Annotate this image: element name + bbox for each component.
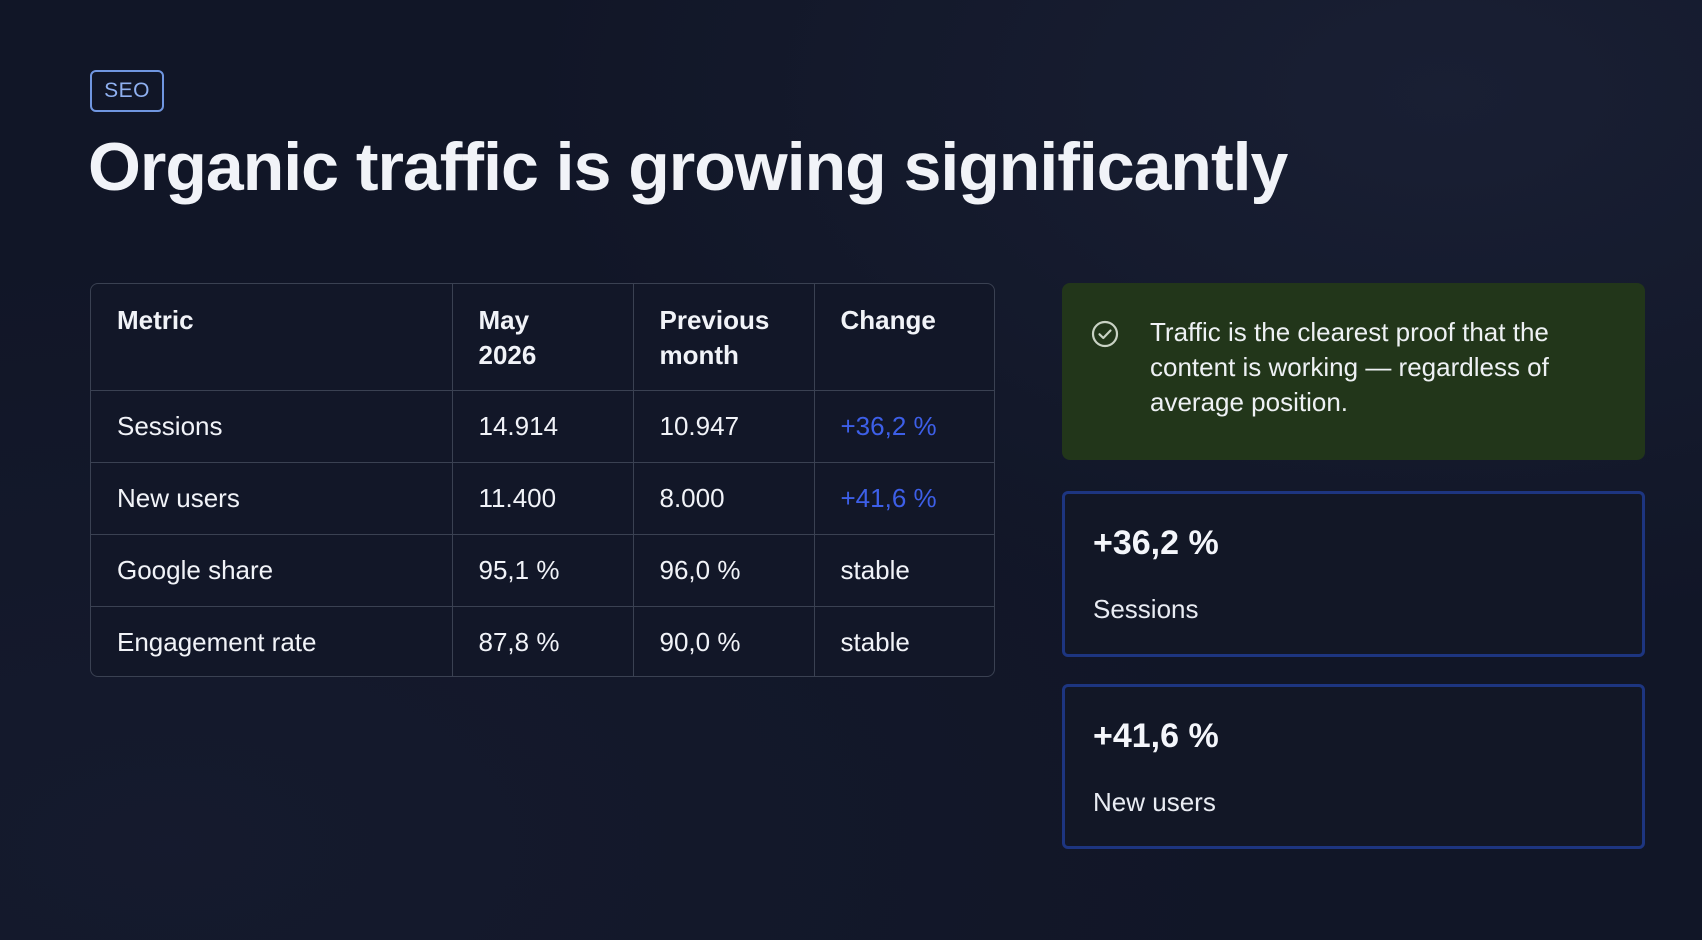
header-may-2026: May 2026	[452, 284, 634, 391]
cell-metric: New users	[91, 462, 453, 535]
table-header-row: Metric May 2026 Previous month Change	[91, 284, 994, 391]
cell-metric: Google share	[91, 534, 453, 607]
cell-change: stable	[814, 534, 994, 607]
header-metric-line1: Metric	[117, 305, 194, 335]
page-title: Organic traffic is growing significantly	[88, 129, 1288, 205]
header-previous-month: Previous month	[633, 284, 815, 391]
cell-may-2026: 87,8 %	[452, 606, 634, 676]
insight-callout: Traffic is the clearest proof that the c…	[1062, 283, 1645, 460]
cell-previous-month: 96,0 %	[633, 534, 815, 607]
cell-metric: Engagement rate	[91, 606, 453, 676]
header-metric: Metric	[91, 284, 453, 391]
seo-tag-badge: SEO	[90, 70, 164, 112]
stat-value: +41,6 %	[1093, 717, 1219, 755]
cell-previous-month: 8.000	[633, 462, 815, 535]
header-previous-line2: month	[659, 340, 739, 370]
stat-card-sessions: +36,2 % Sessions	[1062, 491, 1645, 657]
cell-may-2026: 95,1 %	[452, 534, 634, 607]
table-row: Engagement rate 87,8 % 90,0 % stable	[91, 606, 994, 676]
cell-change: stable	[840, 626, 910, 657]
table-row: New users 11.400 8.000 +41,6 %	[91, 462, 994, 535]
cell-previous-month: 10.947	[633, 390, 815, 463]
table-row: Google share 95,1 % 96,0 % stable	[91, 534, 994, 607]
cell-previous-month: 90,0 %	[633, 606, 815, 676]
header-may-line2: 2026	[478, 340, 537, 370]
stat-label: Sessions	[1093, 594, 1199, 624]
header-previous-line1: Previous	[659, 305, 770, 335]
cell-metric: Sessions	[91, 390, 453, 463]
header-may-line1: May	[478, 305, 530, 335]
insight-text: Traffic is the clearest proof that the c…	[1150, 317, 1549, 417]
stat-card-new-users: +41,6 % New users	[1062, 684, 1645, 849]
header-change: Change	[814, 284, 994, 391]
header-change-line1: Change	[840, 305, 936, 335]
metrics-table: Metric May 2026 Previous month Change	[91, 284, 994, 676]
cell-change: +41,6 %	[814, 462, 994, 535]
metrics-table-container: Metric May 2026 Previous month Change	[90, 283, 995, 677]
cell-may-2026: 11.400	[452, 462, 634, 535]
cell-change: +36,2 %	[814, 390, 994, 463]
stat-value: +36,2 %	[1093, 524, 1219, 562]
cell-may-2026: 14.914	[452, 390, 634, 463]
table-row: Sessions 14.914 10.947 +36,2 %	[91, 390, 994, 463]
check-circle-icon	[1090, 319, 1120, 349]
stat-label: New users	[1093, 787, 1216, 817]
